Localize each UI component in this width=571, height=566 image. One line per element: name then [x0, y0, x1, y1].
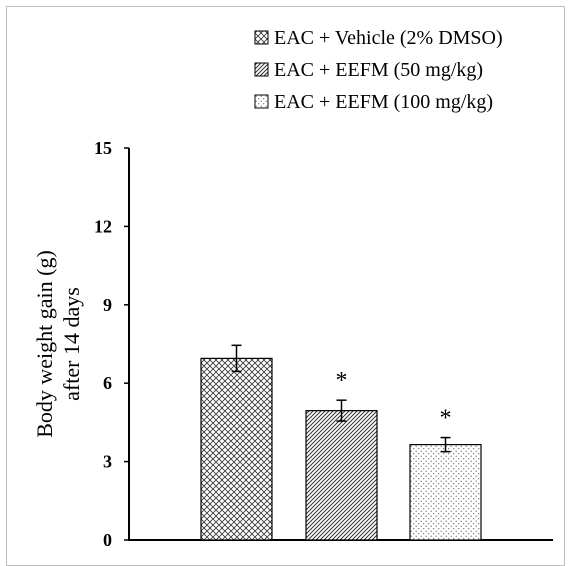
y-tick-label: 9 [103, 295, 112, 315]
bar [200, 357, 273, 541]
legend-label: EAC + Vehicle (2% DMSO) [274, 27, 503, 49]
y-tick-label: 12 [94, 216, 112, 236]
legend-label: EAC + EEFM (50 mg/kg) [274, 59, 483, 81]
error-bar [440, 436, 451, 453]
legend: EAC + Vehicle (2% DMSO) EAC + EEFM (50 mg… [254, 27, 503, 113]
significance-mark: * [336, 368, 348, 394]
legend-swatch [254, 62, 269, 77]
error-bar [336, 399, 347, 422]
error-bar [231, 344, 242, 373]
y-ticks: 0 3 6 9 12 15 [94, 138, 129, 550]
y-tick-label: 6 [103, 373, 112, 393]
bars: ** [200, 344, 482, 541]
y-axis-title-line1: Body weight gain (g) [32, 250, 57, 438]
significance-mark: * [440, 406, 452, 432]
y-tick-label: 0 [103, 530, 112, 550]
bar [409, 444, 482, 541]
y-tick-label: 3 [103, 452, 112, 472]
y-axis-title-line2: after 14 days [59, 287, 84, 401]
legend-swatch [254, 94, 269, 109]
legend-swatch [254, 30, 269, 45]
bar [305, 410, 378, 541]
y-tick-label: 15 [94, 138, 112, 158]
legend-label: EAC + EEFM (100 mg/kg) [274, 91, 493, 113]
